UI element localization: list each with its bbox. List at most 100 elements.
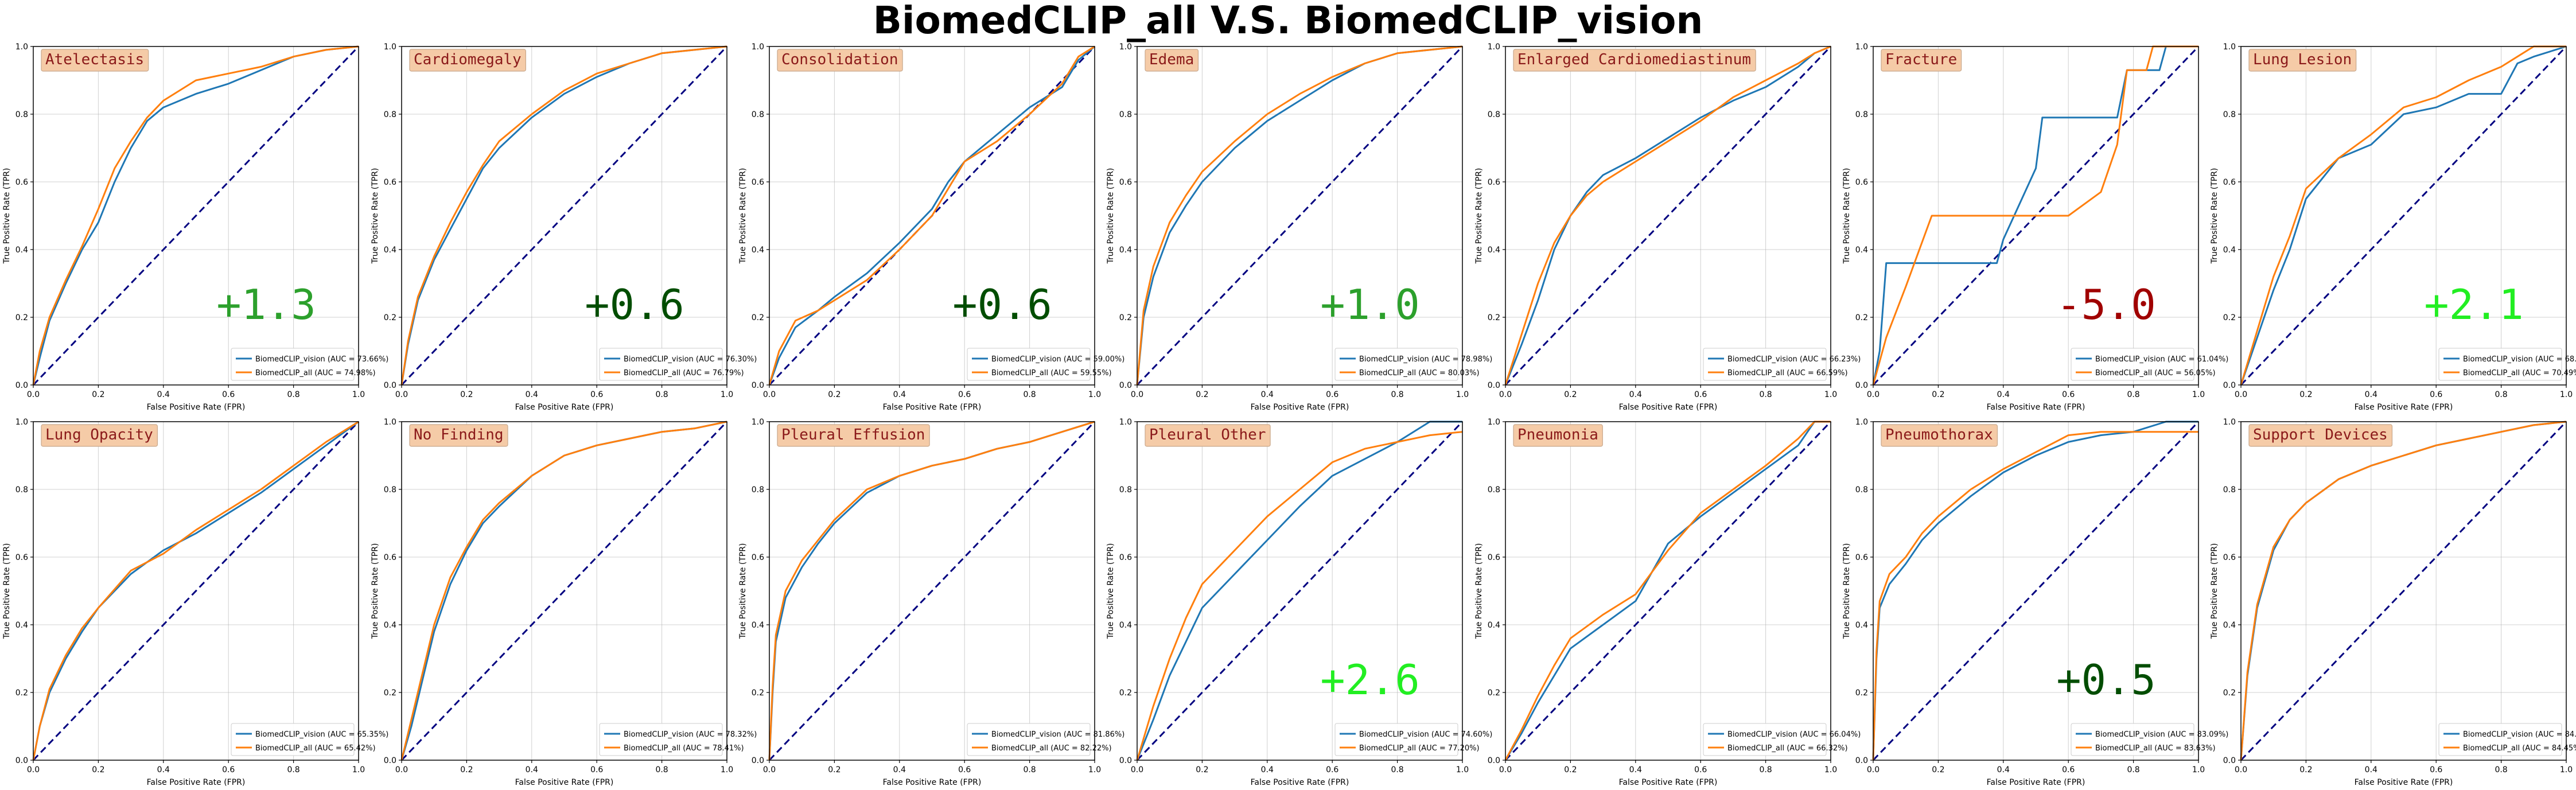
y-tick-label: 0.8 xyxy=(1488,485,1500,495)
x-tick-label: 0.2 xyxy=(2299,765,2312,775)
y-tick-label: 0.8 xyxy=(1488,110,1500,119)
roc-panel-pleural-effusion: 0.00.0 0.2 0.2 0.4 0.4 0.6 0.6 0.8 0.8 1.0 1.0 Fals… xyxy=(738,418,1124,787)
chance-diagonal xyxy=(400,45,728,386)
roc-panel-fracture: 0.00.0 0.2 0.2 0.4 0.4 0.6 0.6 0.8 0.8 1.0 1.0 Fals… xyxy=(1842,42,2228,412)
y-tick-label: 0.4 xyxy=(752,246,764,255)
axes-frame xyxy=(1137,421,1463,761)
x-axis-label: False Positive Rate (FPR) xyxy=(147,778,246,787)
panel-label-text: Cardiomegaly xyxy=(414,51,522,68)
chance-diagonal xyxy=(1504,421,1832,761)
panel-label-box xyxy=(1881,49,1962,72)
y-axis-label: True Positive Rate (TPR) xyxy=(1474,168,1484,264)
x-tick-label: 0.6 xyxy=(2430,765,2442,775)
x-tick-label: 1.0 xyxy=(721,390,733,399)
x-tick-label: 0.4 xyxy=(157,765,170,775)
roc-panel-edema: 0.00.0 0.2 0.2 0.4 0.4 0.6 0.6 0.8 0.8 1.0 1.0 Fals… xyxy=(1106,42,1492,412)
y-tick-label: 1.0 xyxy=(752,418,764,427)
x-tick-label: 0.2 xyxy=(1932,765,1944,775)
roc-curve-all xyxy=(1504,421,1831,761)
chance-diagonal xyxy=(1136,45,1464,386)
y-tick-label: 0.8 xyxy=(752,110,764,119)
legend-entry-all: BiomedCLIP_all (AUC = 59.55%) xyxy=(991,369,1112,378)
legend-entry-all: BiomedCLIP_all (AUC = 65.42%) xyxy=(255,744,376,753)
roc-panel-lung-opacity: 0.00.0 0.2 0.2 0.4 0.4 0.6 0.6 0.8 0.8 1.0 1.0 Fals… xyxy=(2,418,388,787)
axes-frame xyxy=(1505,421,1831,761)
y-tick-label: 1.0 xyxy=(1488,418,1500,427)
roc-curve-all xyxy=(768,421,1095,761)
legend-box xyxy=(1334,723,1458,756)
y-tick-label: 1.0 xyxy=(2223,418,2236,427)
roc-curve-all xyxy=(1872,45,2198,386)
x-tick-label: 0.0 xyxy=(1131,390,1143,399)
panel-label-text: Fracture xyxy=(1885,51,1957,68)
x-tick-label: 0.6 xyxy=(222,390,235,399)
x-tick-label: 0.8 xyxy=(1759,765,1772,775)
panel-label-box xyxy=(409,49,526,72)
panel-label-text: Pleural Other xyxy=(1149,426,1266,443)
x-tick-label: 0.8 xyxy=(2495,765,2507,775)
chance-diagonal xyxy=(1504,45,1832,386)
x-tick-label: 0.4 xyxy=(893,390,906,399)
y-tick-label: 0.0 xyxy=(15,756,28,765)
x-tick-label: 0.2 xyxy=(828,390,840,399)
y-axis-label: True Positive Rate (TPR) xyxy=(2210,168,2219,264)
auc-delta: +0.5 xyxy=(2056,656,2155,704)
y-tick-label: 1.0 xyxy=(1855,418,1868,427)
chance-diagonal xyxy=(2240,45,2567,386)
x-tick-label: 0.6 xyxy=(958,765,971,775)
x-axis-label: False Positive Rate (FPR) xyxy=(2355,403,2453,412)
roc-curve-all xyxy=(2240,421,2567,761)
x-axis-label: False Positive Rate (FPR) xyxy=(515,403,614,412)
roc-curve-all xyxy=(2240,45,2566,386)
legend-box xyxy=(231,348,355,381)
y-tick-label: 0.4 xyxy=(1855,621,1868,630)
x-tick-label: 0.6 xyxy=(2062,765,2075,775)
x-tick-label: 0.4 xyxy=(2365,390,2377,399)
x-tick-label: 0.8 xyxy=(1759,390,1772,399)
axes-frame xyxy=(1873,421,2199,761)
x-tick-label: 0.8 xyxy=(2127,765,2139,775)
y-tick-label: 0.2 xyxy=(384,313,396,322)
x-tick-label: 0.2 xyxy=(460,390,473,399)
panel-label-text: Enlarged Cardiomediastinum xyxy=(1517,51,1751,68)
auc-delta: +2.6 xyxy=(1320,656,1419,704)
y-tick-label: 1.0 xyxy=(384,418,396,427)
x-tick-label: 0.4 xyxy=(893,765,906,775)
legend-box xyxy=(2071,348,2194,381)
x-tick-label: 0.8 xyxy=(1391,765,1403,775)
axes-frame xyxy=(401,46,727,386)
x-tick-label: 0.0 xyxy=(1867,765,1880,775)
x-tick-label: 0.0 xyxy=(2235,390,2247,399)
legend-box xyxy=(2071,723,2194,756)
axes-frame xyxy=(401,421,727,761)
x-tick-label: 0.4 xyxy=(1629,390,1642,399)
y-tick-label: 0.6 xyxy=(1119,178,1132,187)
y-axis-label: True Positive Rate (TPR) xyxy=(371,543,380,640)
legend-entry-vision: BiomedCLIP_vision (AUC = 66.04%) xyxy=(1727,730,1861,739)
auc-delta: +0.6 xyxy=(585,281,684,329)
x-axis-label: False Positive Rate (FPR) xyxy=(1251,403,1349,412)
axes-frame xyxy=(1137,46,1463,386)
y-tick-label: 0.2 xyxy=(752,313,764,322)
x-axis-label: False Positive Rate (FPR) xyxy=(515,778,614,787)
roc-panel-support-devices: 0.00.0 0.2 0.2 0.4 0.4 0.6 0.6 0.8 0.8 1.0 1.0 Fals… xyxy=(2210,418,2576,787)
y-tick-label: 0.6 xyxy=(15,178,28,187)
legend-entry-vision: BiomedCLIP_vision (AUC = 68.40%) xyxy=(2463,355,2576,364)
x-tick-label: 0.8 xyxy=(287,390,299,399)
legend-box xyxy=(967,348,1091,381)
panel-label-text: No Finding xyxy=(414,426,504,443)
roc-curve-all xyxy=(32,421,359,761)
y-tick-label: 0.4 xyxy=(15,621,28,630)
x-tick-label: 0.4 xyxy=(1997,765,2010,775)
x-tick-label: 1.0 xyxy=(1456,765,1469,775)
y-tick-label: 0.8 xyxy=(15,110,28,119)
x-tick-label: 0.6 xyxy=(1694,765,1707,775)
x-tick-label: 0.2 xyxy=(828,765,840,775)
y-tick-label: 0.8 xyxy=(2223,110,2236,119)
panel-label-text: Pneumothorax xyxy=(1885,426,1993,443)
y-tick-label: 0.8 xyxy=(384,485,396,495)
y-tick-label: 0.6 xyxy=(384,178,396,187)
y-tick-label: 0.6 xyxy=(1855,178,1868,187)
x-tick-label: 0.4 xyxy=(526,390,538,399)
